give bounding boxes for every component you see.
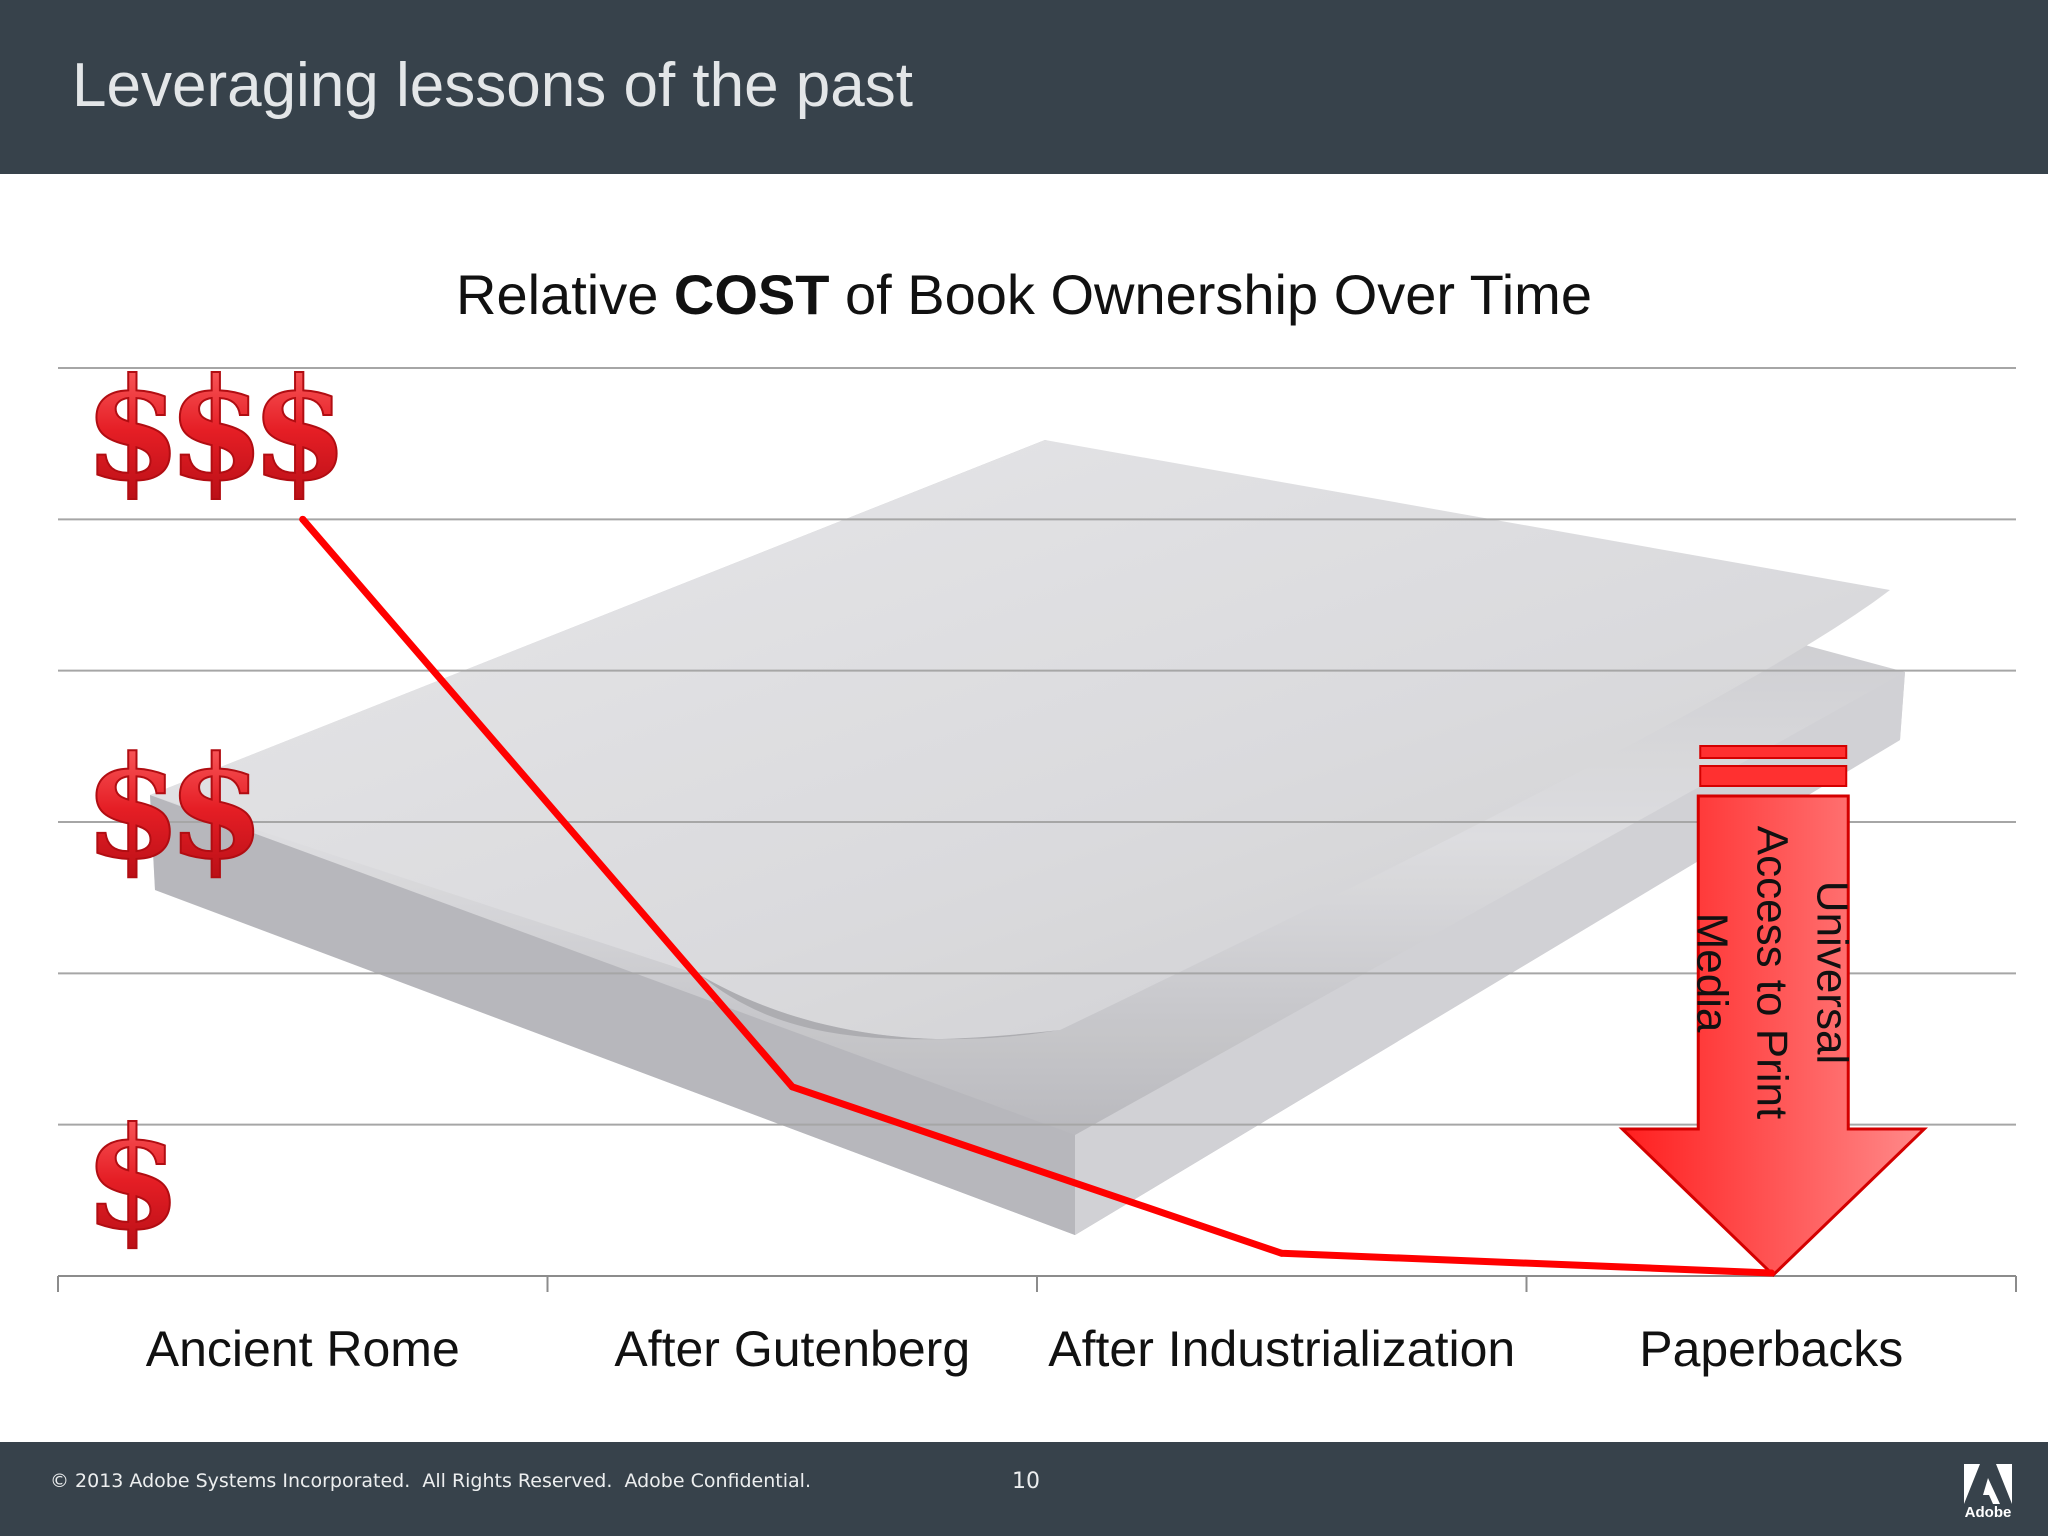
- data-point: [1767, 1269, 1775, 1277]
- data-point: [1278, 1249, 1286, 1257]
- arrow-text-line: Access to Print: [1747, 826, 1796, 1119]
- adobe-logo-icon: [1964, 1464, 2012, 1504]
- x-axis-ticks: [57, 1275, 2017, 1292]
- data-point: [788, 1083, 796, 1091]
- y-marker-label: $$: [84, 727, 253, 891]
- grid-lines: [58, 367, 2016, 1126]
- chart-title-suffix: of Book Ownership Over Time: [829, 263, 1592, 326]
- data-point: [299, 515, 307, 523]
- y-marker-label: $$$: [84, 349, 337, 513]
- copyright-text: © 2013 Adobe Systems Incorporated. All R…: [50, 1470, 811, 1492]
- cost-series: [299, 515, 1775, 1277]
- category-label: After Industrialization: [1048, 1321, 1515, 1377]
- book-illustration: [150, 440, 1905, 1235]
- page-number: 10: [1012, 1469, 1040, 1494]
- slide-title: Leveraging lessons of the past: [72, 51, 913, 120]
- arrow-text-line: Media: [1687, 913, 1736, 1033]
- arrow-shape: [1618, 794, 1928, 1278]
- adobe-logo-text: Adobe: [1964, 1504, 2012, 1521]
- arrow-stripe: [1699, 765, 1848, 787]
- slide-footer: © 2013 Adobe Systems Incorporated. All R…: [0, 1442, 2048, 1536]
- category-label: Paperbacks: [1639, 1321, 1903, 1377]
- chart-title: Relative COST of Book Ownership Over Tim…: [0, 262, 2048, 327]
- chart-title-prefix: Relative: [456, 263, 674, 326]
- chart-title-emphasis: COST: [673, 263, 830, 326]
- arrow-text-line: Universal: [1807, 881, 1856, 1064]
- category-labels: Ancient Rome After Gutenberg After Industr…: [146, 1321, 1904, 1377]
- y-marker-label: $: [84, 1098, 170, 1262]
- category-label: After Gutenberg: [614, 1321, 970, 1377]
- slide-header: Leveraging lessons of the past: [0, 0, 2048, 174]
- series-line: [299, 515, 1775, 1277]
- arrow-stripe: [1699, 745, 1848, 759]
- category-label: Ancient Rome: [146, 1321, 460, 1377]
